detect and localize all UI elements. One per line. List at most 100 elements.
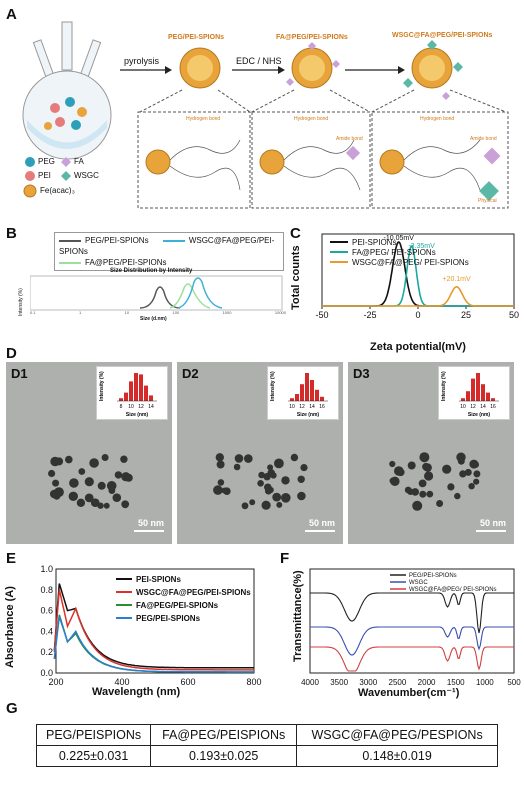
size-histogram-inset: 10 12 14 16 Size (nm) Intensity (%): [267, 366, 339, 420]
panel-e-chart: 200 400 600 800 0.0 0.2 0.4 0.6 0.8 1.0 PEI-SPIONs…: [40, 564, 261, 687]
histogram-bar: [295, 394, 299, 401]
histogram-bar: [486, 392, 490, 401]
f-xtick-label: 1500: [447, 678, 465, 687]
panel-label-e: E: [6, 550, 17, 567]
b-xtick: 0.1: [30, 310, 36, 315]
e-xtick-label: 600: [180, 677, 195, 687]
histogram-ylabel: Intensity (%): [270, 371, 276, 401]
b-xtick: 10: [124, 310, 130, 315]
b-xtick: 1000: [222, 310, 232, 315]
panel-label-c: C: [290, 225, 301, 242]
b-xtick: 1: [78, 310, 82, 315]
e-ytick-label: 0.8: [40, 585, 53, 595]
panel-label-g: G: [6, 700, 18, 717]
histogram-tick: 14: [148, 404, 154, 410]
nanoparticle-1: [179, 47, 221, 89]
e-legend-label: PEI-SPIONs: [136, 575, 181, 584]
panel-label-f: F: [280, 550, 290, 567]
scale-bar: [134, 530, 164, 532]
c-annotation: -3.35mV: [408, 243, 435, 250]
histogram-tick: 10: [460, 404, 466, 410]
table-header: WSGC@FA@PEG/PESPIONs: [296, 724, 498, 746]
f-xtick-label: 3000: [359, 678, 377, 687]
amide-label-1: Amide bond: [336, 136, 363, 142]
step-pyrolysis-label: pyrolysis: [124, 56, 160, 66]
f-series-line: [310, 646, 514, 672]
scale-bar-label: 50 nm: [137, 518, 164, 528]
f-xlabel: Wavenumber(cm⁻¹): [358, 687, 460, 699]
b-xtick: 10000: [274, 310, 286, 315]
legend-pei: PEI: [38, 171, 51, 180]
c-xlabel: Zeta potential(mV): [370, 341, 466, 353]
b-title: Size Distribution by Intensity: [110, 268, 193, 274]
e-ylabel: Absorbance (A): [4, 586, 16, 668]
e-legend-label: PEG/PEI-SPIONs: [136, 614, 201, 623]
panel-b-chart: [30, 275, 283, 311]
tem-panel-label: D2: [182, 366, 199, 381]
b-xticks: 0.1 1 10 100 1000 10000: [30, 310, 286, 315]
f-xtick-label: 1000: [476, 678, 494, 687]
legend-feacac: Fe(acac)₃: [40, 186, 75, 195]
tem-image: D2 10 12 14 16 Size (nm) Intensity (%) 50 nm: [177, 362, 343, 544]
legend-fa: FA: [74, 157, 84, 166]
hbond-label-2: Hydrogen bond: [294, 116, 329, 122]
histogram-bar: [476, 373, 480, 401]
panel-label-d: D: [6, 345, 17, 362]
np1-label: PEG/PEI-SPIONs: [168, 34, 225, 41]
histogram-xlabel: Size (nm): [126, 412, 149, 418]
b-legend-2: WSGC@FA@PEG/PEI-SPIONs: [59, 236, 275, 256]
histogram-ylabel: Intensity (%): [441, 371, 447, 401]
e-legend-label: FA@PEG/PEI-SPIONs: [136, 601, 219, 610]
b-xlabel: Size (d.nm): [140, 316, 167, 322]
histogram-bar: [129, 381, 133, 401]
f-series-line: [310, 592, 514, 634]
e-xlabel: Wavelength (nm): [92, 686, 181, 698]
f-legend-label: PEG/PEI-SPIONs: [409, 573, 457, 579]
table-row: PEG/PEISPIONs FA@PEG/PEISPIONs WSGC@FA@P…: [35, 724, 498, 746]
histogram-bar: [315, 389, 319, 401]
table-header: PEG/PEISPIONs: [35, 724, 152, 746]
histogram-tick: 16: [490, 404, 496, 410]
e-xtick-label: 800: [246, 677, 261, 687]
panel-f-chart: 4000 3500 3000 2500 2000 1500 1000 500 PEG/PEI-S…: [301, 568, 521, 687]
histogram-bar: [134, 373, 138, 401]
histogram-ylabel: Intensity (%): [99, 371, 105, 401]
tem-panel-label: D3: [353, 366, 370, 381]
e-xtick-label: 200: [48, 677, 63, 687]
histogram-bar: [149, 395, 153, 401]
zeta-table: PEG/PEISPIONs FA@PEG/PEISPIONs WSGC@FA@P…: [35, 724, 498, 767]
histogram-tick: 12: [299, 404, 305, 410]
e-series-line: [53, 614, 254, 673]
histogram-tick: 10: [289, 404, 295, 410]
tem-panel-label: D1: [11, 366, 28, 381]
e-ytick-label: 0.4: [40, 626, 53, 636]
f-xtick-label: 2000: [418, 678, 436, 687]
scale-bar: [476, 530, 506, 532]
legend-wsgc: WSGC: [74, 171, 99, 180]
c-xtick-label: -50: [315, 310, 328, 320]
c-annotation: +20.1mV: [442, 276, 471, 283]
scale-bar-label: 50 nm: [479, 518, 506, 528]
histogram-tick: 14: [309, 404, 315, 410]
legend-peg: PEG: [38, 157, 55, 166]
tem-image: D3 10 12 14 16 Size (nm) Intensity (%) 50 nm: [348, 362, 514, 544]
flask-icon: [22, 21, 112, 160]
tem-image: D1 8 10 12 14 Size (nm) Intensity (%) 50 nm: [6, 362, 172, 544]
e-ytick-label: 1.0: [40, 564, 53, 574]
histogram-bar: [320, 396, 324, 401]
f-ylabel: Transmittance(%): [292, 570, 304, 662]
c-xtick-label: 0: [415, 310, 420, 320]
c-legend-label: FA@PEG/ PEI-SPIONs: [352, 248, 436, 257]
histogram-tick: 16: [319, 404, 325, 410]
histogram-bar: [300, 384, 304, 401]
f-xtick-label: 2500: [389, 678, 407, 687]
histogram-bar: [124, 392, 128, 401]
f-axes-frame: [309, 568, 515, 674]
nanoparticle-2: [286, 42, 340, 89]
e-ytick-label: 0.0: [40, 668, 53, 678]
histogram-bar: [471, 378, 475, 401]
f-legend-label: WSGC: [409, 580, 428, 586]
histogram-bar: [290, 398, 294, 401]
e-legend-label: WSGC@FA@PEG/PEI-SPIONs: [136, 588, 251, 597]
